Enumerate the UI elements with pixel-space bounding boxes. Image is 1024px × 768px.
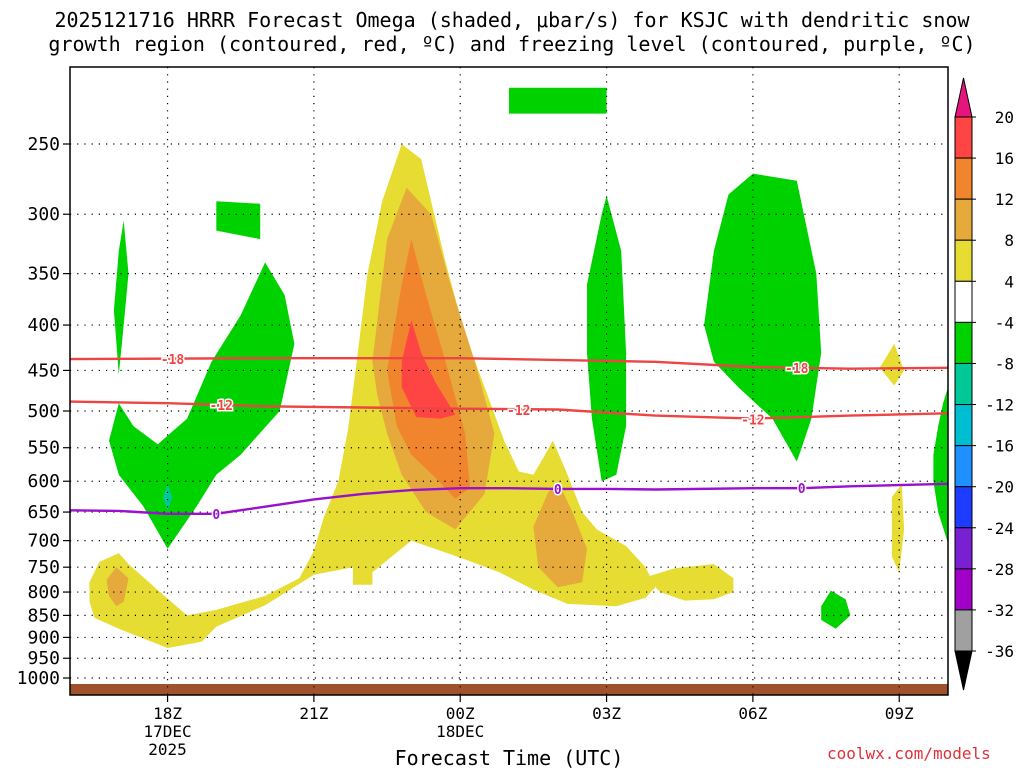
omega-region-8 xyxy=(401,320,456,419)
y-tick-label-900: 900 xyxy=(27,627,60,648)
colorbar-label-8: -16 xyxy=(985,437,1014,456)
x-tick-label-18Z: 18Z xyxy=(153,704,182,723)
colorbar-segment-10 xyxy=(954,527,973,570)
omega-region-13 xyxy=(587,195,627,482)
y-tick-label-550: 550 xyxy=(27,438,60,459)
colorbar-label-9: -20 xyxy=(985,478,1014,497)
y-tick-label-850: 850 xyxy=(27,605,60,626)
y-tick-label-450: 450 xyxy=(27,360,60,381)
y-tick-label-950: 950 xyxy=(27,648,60,669)
x-tick-label-21Z: 21Z xyxy=(299,704,328,723)
contour-label-2-2: 0 xyxy=(798,482,806,497)
colorbar-label-12: -32 xyxy=(985,601,1014,620)
contour-label-1-0: -12 xyxy=(209,399,232,414)
omega-region-16 xyxy=(933,387,948,544)
colorbar-bottom-arrow xyxy=(954,650,973,691)
contour-layer xyxy=(70,357,948,515)
contour-label-2-1: 0 xyxy=(554,483,562,498)
colorbar-label-4: 4 xyxy=(1004,272,1014,291)
y-tick-label-800: 800 xyxy=(27,582,60,603)
colorbar-segment-3 xyxy=(954,239,973,282)
colorbar-label-6: -8 xyxy=(995,354,1014,373)
colorbar-segment-8 xyxy=(954,445,973,488)
x-tick-label-06Z: 06Z xyxy=(738,704,767,723)
colorbar: 20 16 12 8 4 -4 -8 -12 -16 -20 -24 -28 -32 -36 xyxy=(954,77,1014,691)
contour-label-0-1: -18 xyxy=(785,362,809,377)
colorbar-segment-12 xyxy=(954,609,973,652)
x-tick-year-18Z: 2025 xyxy=(148,740,187,759)
y-axis-ticks: 2503003504004505005506006507007508008509… xyxy=(17,134,70,689)
omega-region-12 xyxy=(509,87,607,114)
contour-line-2 xyxy=(70,482,948,515)
colorbar-segment-1 xyxy=(954,157,973,200)
contour-label-2-0: 0 xyxy=(212,508,220,523)
x-tick-date-00Z: 18DEC xyxy=(436,722,484,741)
colorbar-label-5: -4 xyxy=(995,313,1014,332)
x-tick-label-03Z: 03Z xyxy=(592,704,621,723)
colorbar-segment-2 xyxy=(954,198,973,241)
omega-region-2 xyxy=(879,343,905,386)
y-tick-label-250: 250 xyxy=(27,134,60,155)
omega-region-9 xyxy=(113,220,129,375)
omega-region-10 xyxy=(109,262,295,549)
colorbar-segment-5 xyxy=(954,321,973,364)
x-axis-label: Forecast Time (UTC) xyxy=(395,746,624,768)
contour-label-1-1: -12 xyxy=(507,404,530,419)
contour-labels: -18 -18 -12 -12 -12 0 0 0 xyxy=(159,352,810,525)
colorbar-segment-7 xyxy=(954,404,973,447)
y-tick-label-600: 600 xyxy=(27,471,60,492)
plot-frame xyxy=(69,66,949,696)
colorbar-label-2: 12 xyxy=(995,190,1014,209)
omega-region-0 xyxy=(89,144,656,648)
colorbar-label-3: 8 xyxy=(1004,231,1014,250)
omega-region-15 xyxy=(821,590,851,629)
y-tick-label-300: 300 xyxy=(27,204,60,225)
omega-region-5 xyxy=(533,481,587,588)
y-tick-label-750: 750 xyxy=(27,557,60,578)
colorbar-label-1: 16 xyxy=(995,149,1014,168)
contour-line-0 xyxy=(70,357,948,370)
y-tick-label-650: 650 xyxy=(27,502,60,523)
omega-region-3 xyxy=(891,484,905,573)
y-tick-label-1000: 1000 xyxy=(17,668,60,689)
colorbar-top-arrow xyxy=(954,77,973,118)
omega-region-17 xyxy=(162,484,173,511)
credit-link[interactable]: coolwx.com/models xyxy=(827,744,991,763)
contour-label-1-2: -12 xyxy=(741,413,764,428)
y-tick-label-500: 500 xyxy=(27,401,60,422)
x-tick-label-09Z: 09Z xyxy=(885,704,914,723)
ground-layer xyxy=(70,684,948,695)
colorbar-label-11: -28 xyxy=(985,560,1014,579)
colorbar-segment-0 xyxy=(954,116,973,159)
x-tick-date-18Z: 17DEC xyxy=(143,722,191,741)
omega-region-11 xyxy=(216,201,261,240)
ground-band xyxy=(70,684,948,695)
omega-region-14 xyxy=(704,173,822,462)
colorbar-segment-4 xyxy=(954,280,973,323)
y-tick-label-700: 700 xyxy=(27,531,60,552)
x-tick-label-00Z: 00Z xyxy=(446,704,475,723)
omega-region-6 xyxy=(106,567,129,607)
colorbar-segment-11 xyxy=(954,568,973,611)
colorbar-segment-6 xyxy=(954,362,973,406)
colorbar-segment-9 xyxy=(954,486,973,529)
y-tick-label-400: 400 xyxy=(27,315,60,336)
contour-label-0-0: -18 xyxy=(161,353,185,368)
chart-title-line-2: growth region (contoured, red, ºC) and f… xyxy=(48,32,976,56)
colorbar-label-0: 20 xyxy=(995,108,1014,127)
colorbar-label-13: -36 xyxy=(985,642,1014,661)
chart-title-line-1: 2025121716 HRRR Forecast Omega (shaded, … xyxy=(54,8,970,32)
contour-line-1 xyxy=(70,400,948,420)
colorbar-label-7: -12 xyxy=(985,396,1014,415)
y-tick-label-350: 350 xyxy=(27,264,60,285)
colorbar-label-10: -24 xyxy=(985,519,1014,538)
